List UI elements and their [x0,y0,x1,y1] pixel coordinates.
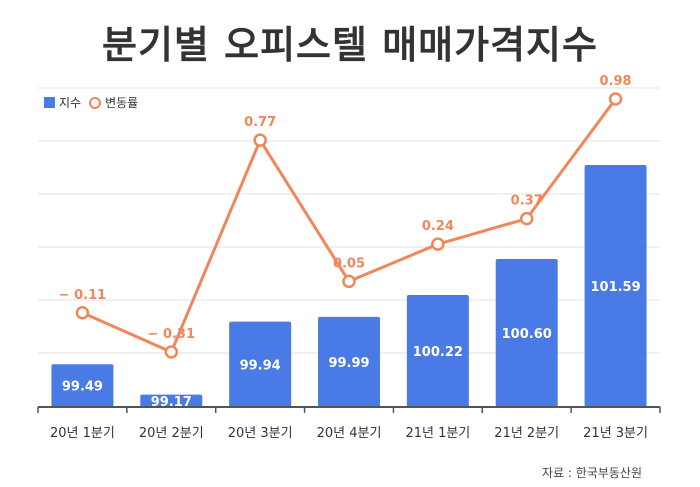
bar [51,364,114,407]
x-tick-label: 20년 1분기 [50,426,115,441]
source-note: 자료 : 한국부동산원 [542,466,642,480]
bar-value-label: 99.49 [62,380,103,395]
line-point [431,237,445,251]
line-value-label: 0.37 [511,194,543,209]
bar-value-label: 99.94 [240,358,281,373]
bar [584,165,647,407]
line-value-label: 0.77 [244,115,276,130]
line-point [164,345,179,359]
line-point [75,306,90,320]
bar-value-label: 99.99 [328,356,369,371]
bar [318,316,380,407]
legend-swatch-line [89,96,102,109]
bar [229,321,292,407]
line-value-label: 0.05 [333,256,365,271]
legend: 지수 변동률 [44,94,138,111]
line-point [342,274,356,289]
bar [495,258,558,407]
bar-value-label: 100.60 [502,327,552,342]
line-point [253,133,267,147]
line-value-label: 0.98 [600,74,632,89]
bar-value-label: 101.59 [590,280,640,295]
x-tick-label: 21년 2분기 [494,426,559,441]
x-tick-label: 20년 4분기 [317,426,382,441]
line-value-label: − 0.11 [59,288,107,303]
bar-value-label: 100.22 [413,345,463,360]
line-value-label: 0.24 [422,219,454,234]
x-tick-label: 20년 2분기 [139,426,204,441]
line-point [608,92,623,106]
bar [406,295,469,407]
legend-label-line: 변동률 [105,96,139,110]
line-value-label: − 0.31 [148,327,196,342]
legend-label-bar: 지수 [59,96,82,110]
chart-title: 분기별 오피스텔 매매가격지수 [102,23,598,67]
x-tick-label: 20년 3분기 [228,426,293,441]
legend-swatch-bar [44,97,55,108]
x-tick-label: 21년 3분기 [583,426,648,441]
line-point [519,211,534,226]
bar [140,394,203,407]
x-tick-label: 21년 1분기 [405,426,470,441]
